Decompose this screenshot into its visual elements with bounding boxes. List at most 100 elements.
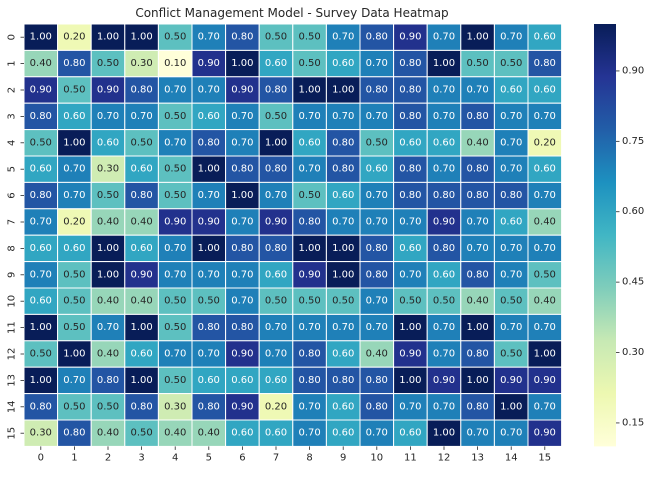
- cell-value-label: 0.50: [164, 111, 186, 122]
- heatmap-cell: [191, 49, 227, 78]
- heatmap-cell: [191, 23, 227, 51]
- cell-value-label: 0.70: [97, 322, 119, 333]
- cell-value-label: 0.80: [366, 85, 388, 96]
- cell-value-label: 0.70: [399, 401, 421, 412]
- cell-value-label: 0.60: [500, 85, 522, 96]
- heatmap-cell: [359, 49, 395, 78]
- cell-value-label: 0.70: [534, 322, 556, 333]
- cell-value-label: 0.50: [265, 111, 287, 122]
- cell-value-label: 0.60: [265, 428, 287, 439]
- heatmap-cell: [258, 366, 294, 395]
- cell-value-label: 0.60: [433, 137, 455, 148]
- heatmap-cell: [325, 208, 361, 236]
- heatmap-cell: [426, 287, 462, 315]
- cell-value-label: 1.00: [265, 137, 287, 148]
- cell-value-label: 0.80: [466, 164, 488, 175]
- cell-value-label: 0.40: [534, 217, 556, 228]
- cell-value-label: 0.20: [63, 32, 85, 43]
- cell-value-label: 0.70: [97, 111, 119, 122]
- heatmap-cell: [57, 393, 92, 421]
- cell-value-label: 0.50: [130, 137, 152, 148]
- colorbar-tick-label: 0.90: [622, 65, 644, 76]
- cell-value-label: 0.70: [500, 137, 522, 148]
- heatmap-cell: [90, 208, 126, 236]
- heatmap-cell: [493, 234, 529, 263]
- cell-value-label: 0.70: [231, 296, 253, 307]
- heatmap-cell: [191, 234, 227, 263]
- heatmap-cell: [527, 287, 563, 315]
- cell-value-label: 0.70: [500, 322, 522, 333]
- cell-value-label: 0.50: [164, 375, 186, 386]
- cell-value-label: 0.70: [466, 217, 488, 228]
- y-tick-label: 12: [7, 348, 18, 361]
- heatmap-cell: [325, 129, 361, 157]
- cell-value-label: 0.40: [164, 428, 186, 439]
- heatmap-cell: [191, 287, 227, 315]
- cell-value-label: 0.40: [366, 349, 388, 360]
- cell-value-label: 0.90: [399, 32, 421, 43]
- heatmap-cell: [57, 129, 92, 157]
- cell-value-label: 0.60: [130, 164, 152, 175]
- x-tick-label: 1: [71, 452, 77, 463]
- cell-value-label: 0.30: [130, 58, 152, 69]
- cell-value-label: 0.40: [30, 58, 52, 69]
- heatmap-cell: [124, 76, 159, 104]
- cell-value-label: 0.50: [466, 58, 488, 69]
- heatmap-cell: [258, 155, 294, 183]
- heatmap-cell: [493, 340, 529, 368]
- heatmap-cell: [359, 102, 395, 131]
- colorbar-ticks: 0.15 0.30 0.45 0.60 0.75 0.90: [616, 65, 644, 428]
- cell-value-label: 1.00: [231, 190, 253, 201]
- heatmap-cell: [225, 340, 260, 368]
- cell-value-label: 0.60: [298, 137, 320, 148]
- heatmap-cell: [157, 49, 193, 78]
- cell-value-label: 0.50: [366, 137, 388, 148]
- cell-value-label: 0.60: [198, 375, 220, 386]
- y-tick-label: 3: [7, 113, 18, 119]
- cell-value-label: 0.50: [164, 322, 186, 333]
- cell-value-label: 0.40: [130, 217, 152, 228]
- heatmap-cell: [124, 208, 159, 236]
- cell-value-label: 0.70: [433, 349, 455, 360]
- cell-value-label: 1.00: [63, 349, 85, 360]
- cell-value-label: 0.70: [164, 85, 186, 96]
- cell-value-label: 1.00: [97, 32, 119, 43]
- colorbar: [594, 24, 616, 447]
- cell-value-label: 1.00: [97, 243, 119, 254]
- y-tick-label: 9: [7, 272, 18, 278]
- cell-value-label: 0.50: [97, 58, 119, 69]
- cell-value-label: 0.90: [500, 375, 522, 386]
- heatmap-cell: [527, 76, 563, 104]
- cell-value-label: 0.90: [231, 349, 253, 360]
- cell-value-label: 0.30: [164, 401, 186, 412]
- cell-value-label: 0.60: [399, 243, 421, 254]
- cell-value-label: 0.40: [97, 349, 119, 360]
- cell-value-label: 0.40: [97, 296, 119, 307]
- cell-value-label: 0.50: [63, 269, 85, 280]
- cell-value-label: 0.20: [63, 217, 85, 228]
- cell-value-label: 1.00: [298, 243, 320, 254]
- cell-value-label: 0.70: [466, 428, 488, 439]
- cell-value-label: 0.90: [164, 217, 186, 228]
- cell-value-label: 0.80: [63, 58, 85, 69]
- cell-value-label: 0.70: [366, 190, 388, 201]
- heatmap-cell: [426, 76, 462, 104]
- cell-value-label: 0.70: [298, 111, 320, 122]
- cell-value-label: 1.00: [198, 164, 220, 175]
- heatmap-cell: [191, 102, 227, 131]
- cell-value-label: 0.80: [30, 190, 52, 201]
- heatmap-cell: [225, 49, 260, 78]
- heatmap-cell: [90, 261, 126, 289]
- cell-value-label: 1.00: [433, 58, 455, 69]
- cell-value-label: 0.60: [231, 375, 253, 386]
- heatmap-cell: [57, 181, 92, 210]
- heatmap-cell: [359, 313, 395, 342]
- cell-value-label: 0.80: [399, 85, 421, 96]
- cell-value-label: 0.70: [433, 111, 455, 122]
- cell-value-label: 0.40: [97, 428, 119, 439]
- y-tick-label: 2: [7, 87, 18, 93]
- cell-value-label: 0.50: [164, 32, 186, 43]
- heatmap-cell: [359, 129, 395, 157]
- heatmap-cell: [493, 76, 529, 104]
